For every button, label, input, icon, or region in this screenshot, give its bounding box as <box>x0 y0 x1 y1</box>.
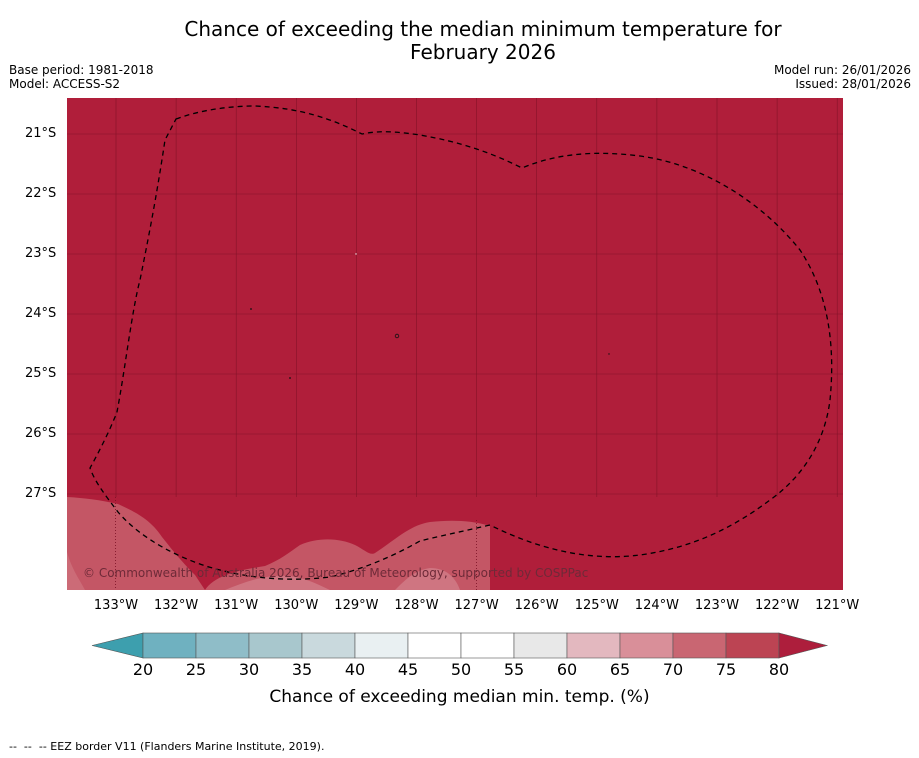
colorbar-segment <box>725 632 780 659</box>
colorbar-segment <box>460 632 515 659</box>
colorbar <box>91 632 829 659</box>
colorbar-tick-label: 25 <box>185 660 207 679</box>
latitude-label: 26°S <box>25 426 57 441</box>
colorbar-segment <box>513 632 568 659</box>
colorbar-extend-low <box>91 632 144 659</box>
colorbar-segment <box>195 632 250 659</box>
colorbar-tick-label: 65 <box>609 660 631 679</box>
chart-title: Chance of exceeding the median minimum t… <box>0 18 919 64</box>
colorbar-tick-label: 40 <box>344 660 366 679</box>
base-period-text: Base period: 1981-2018 <box>9 63 154 77</box>
longitude-label: 121°W <box>815 598 860 613</box>
island-marker <box>289 377 291 379</box>
colorbar-segment <box>407 632 462 659</box>
latitude-label: 25°S <box>25 366 57 381</box>
probability-band-corner <box>67 552 85 590</box>
probability-band-65-70-east <box>395 568 460 590</box>
graticule <box>67 98 843 497</box>
longitude-label: 131°W <box>214 598 259 613</box>
colorbar-tick-label: 75 <box>715 660 737 679</box>
colorbar-title: Chance of exceeding median min. temp. (%… <box>269 687 650 707</box>
longitude-label: 126°W <box>514 598 559 613</box>
longitude-label: 130°W <box>274 598 319 613</box>
island-marker <box>355 253 357 255</box>
map-background <box>67 98 843 590</box>
colorbar-tick-label: 80 <box>768 660 790 679</box>
probability-band-70-75 <box>67 497 205 590</box>
model-text: Model: ACCESS-S2 <box>9 77 121 91</box>
longitude-label: 129°W <box>334 598 379 613</box>
longitude-label: 132°W <box>154 598 199 613</box>
longitude-label: 123°W <box>694 598 740 613</box>
footer-legend: -- -- -- EEZ border V11 (Flanders Marine… <box>9 740 325 753</box>
island-marker <box>394 333 400 339</box>
colorbar-segment <box>354 632 409 659</box>
meta-left: Base period: 1981-2018 Model: ACCESS-S2 <box>9 63 154 91</box>
latitude-label: 23°S <box>25 246 57 261</box>
latitude-label: 24°S <box>25 306 57 321</box>
probability-band-65-70 <box>225 575 330 590</box>
longitude-label: 122°W <box>755 598 800 613</box>
colorbar-segment <box>619 632 674 659</box>
colorbar-tick-label: 35 <box>291 660 313 679</box>
eez-border <box>89 105 833 580</box>
colorbar-segment <box>142 632 197 659</box>
island-marker <box>250 308 252 310</box>
colorbar-segment <box>566 632 621 659</box>
colorbar-tick-label: 60 <box>556 660 578 679</box>
colorbar-tick-label: 45 <box>397 660 419 679</box>
longitude-label: 125°W <box>574 598 619 613</box>
longitude-label: 128°W <box>394 598 439 613</box>
longitude-label: 133°W <box>93 598 139 613</box>
longitude-label: 124°W <box>634 598 679 613</box>
colorbar-tick-label: 70 <box>662 660 684 679</box>
issued-text: Issued: 28/01/2026 <box>795 77 911 91</box>
colorbar-segment <box>301 632 356 659</box>
model-run-text: Model run: 26/01/2026 <box>773 63 911 77</box>
colorbar-segment <box>672 632 727 659</box>
longitude-label: 127°W <box>454 598 499 613</box>
island-marker <box>608 353 610 355</box>
meta-right: Model run: 26/01/2026 Issued: 28/01/2026 <box>774 63 911 91</box>
colorbar-tick-label: 50 <box>450 660 472 679</box>
latitude-label: 21°S <box>25 126 57 141</box>
copyright-text: © Commonwealth of Australia 2026, Bureau… <box>83 566 588 580</box>
colorbar-extend-high <box>778 632 829 659</box>
latitude-label: 22°S <box>25 186 57 201</box>
latitude-label: 27°S <box>25 486 57 501</box>
colorbar-tick-label: 30 <box>238 660 260 679</box>
title-line-2: February 2026 <box>410 40 556 64</box>
title-line-1: Chance of exceeding the median minimum t… <box>184 17 782 41</box>
colorbar-tick-label: 55 <box>503 660 525 679</box>
colorbar-segment <box>248 632 303 659</box>
colorbar-tick-label: 20 <box>132 660 154 679</box>
